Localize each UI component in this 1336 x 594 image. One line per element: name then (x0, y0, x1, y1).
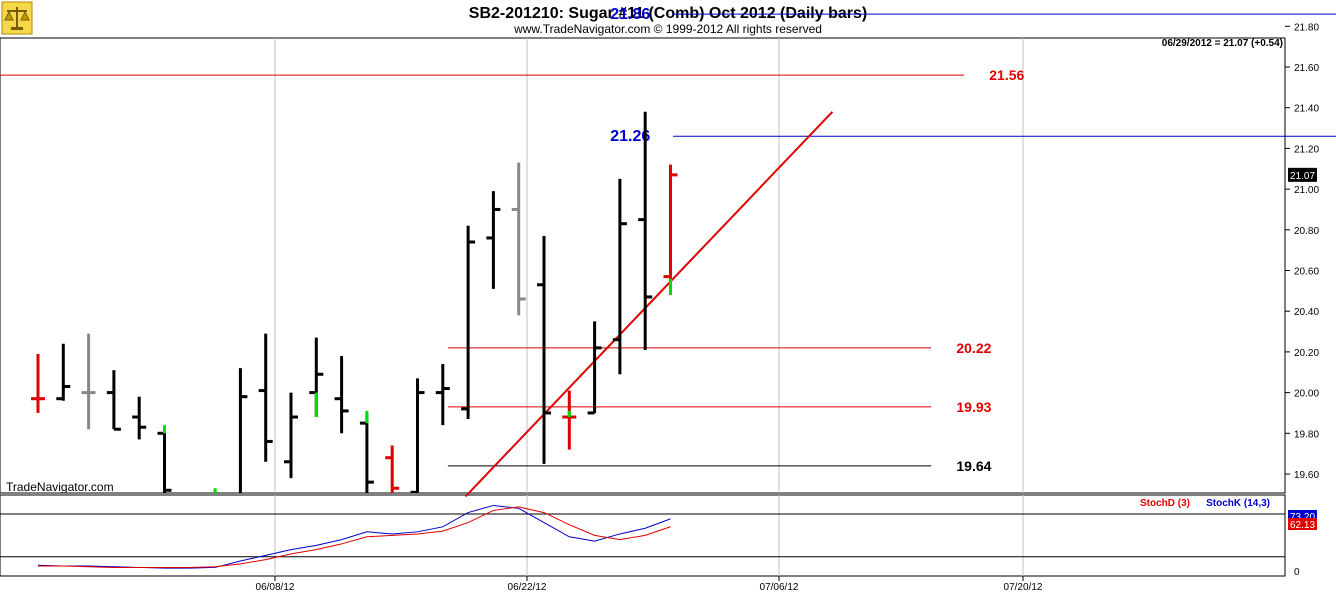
current-price-label: 21.07 (1290, 171, 1315, 182)
last-quote: 06/29/2012 = 21.07 (+0.54) (1162, 38, 1283, 49)
watermark-text: TradeNavigator.com (6, 480, 114, 494)
ohlc-bar (284, 392, 298, 479)
y-tick-label: 21.00 (1294, 185, 1319, 196)
level-label: 21.56 (989, 67, 1024, 83)
y-tick-label: 21.20 (1294, 144, 1319, 155)
x-tick-label: 06/08/12 (256, 582, 295, 593)
ohlc-bar (638, 111, 653, 350)
level-label: 19.64 (956, 458, 991, 474)
level-label: 21.86 (610, 6, 650, 23)
stoch-d-line (38, 506, 671, 568)
ohlc-bar (486, 191, 501, 289)
y-tick-label: 21.40 (1294, 104, 1319, 115)
price-axis: 19.60 19.80 20.00 20.20 20.40 20.60 20.80 21.00… (1285, 22, 1319, 481)
ohlc-bar (385, 445, 400, 493)
ohlc-bar (511, 162, 526, 316)
price-bars (31, 111, 678, 493)
x-tick-label: 06/22/12 (508, 582, 547, 593)
ohlc-bar (132, 396, 147, 440)
ohlc-bar (258, 333, 273, 462)
stoch-last-value: 73.20 (1290, 512, 1315, 523)
ohlc-bar (435, 364, 450, 426)
ohlc-bar (334, 355, 349, 434)
trendline (464, 111, 834, 498)
logo (1, 1, 33, 35)
level-label: 21.26 (610, 128, 650, 145)
level-label: 20.22 (956, 340, 991, 356)
y-tick-label: 20.00 (1294, 389, 1319, 400)
grid (274, 38, 1024, 576)
price-panel-frame (0, 37, 1286, 494)
y-tick-label: 20.60 (1294, 267, 1319, 278)
chart-title: SB2-201210: Sugar #11 (Comb) Oct 2012 (D… (469, 5, 867, 22)
x-tick-label: 07/06/12 (760, 582, 799, 593)
y-tick-label: 21.60 (1294, 63, 1319, 74)
copyright-text: www.TradeNavigator.com © 1999-2012 All r… (513, 22, 822, 36)
ohlc-bar (233, 368, 248, 493)
stoch-legend-item: StochD (3) (1140, 498, 1190, 509)
y-tick-label: 21.80 (1294, 22, 1319, 33)
stoch-y-tick-label: 0 (1294, 567, 1300, 578)
y-tick-label: 19.60 (1294, 470, 1319, 481)
x-tick-label: 07/20/12 (1004, 582, 1043, 593)
y-tick-label: 20.40 (1294, 307, 1319, 318)
ohlc-bar (612, 178, 627, 375)
ohlc-bar (537, 235, 551, 464)
ohlc-bar (31, 353, 45, 413)
y-tick-label: 20.80 (1294, 226, 1319, 237)
ohlc-bar (663, 164, 678, 295)
stoch-panel-frame (0, 494, 1286, 577)
ohlc-bar (410, 378, 425, 493)
x-axis: 06/08/12 06/22/12 07/06/12 07/20/12 (256, 576, 1043, 593)
trendline-layer (464, 111, 834, 498)
ohlc-bar (587, 321, 602, 415)
y-tick-label: 20.20 (1294, 348, 1319, 359)
stoch-legend-item: StochK (14,3) (1206, 498, 1270, 509)
current-price-box (1288, 167, 1317, 182)
ohlc-bar (461, 225, 476, 420)
ohlc-bar (56, 343, 71, 401)
ohlc-bar (81, 333, 96, 430)
stoch-last-value: 62.13 (1290, 520, 1315, 531)
stoch-last-value-box (1288, 518, 1317, 530)
level-label: 19.93 (956, 399, 991, 415)
ohlc-bar (106, 370, 121, 431)
y-tick-label: 19.80 (1294, 429, 1319, 440)
